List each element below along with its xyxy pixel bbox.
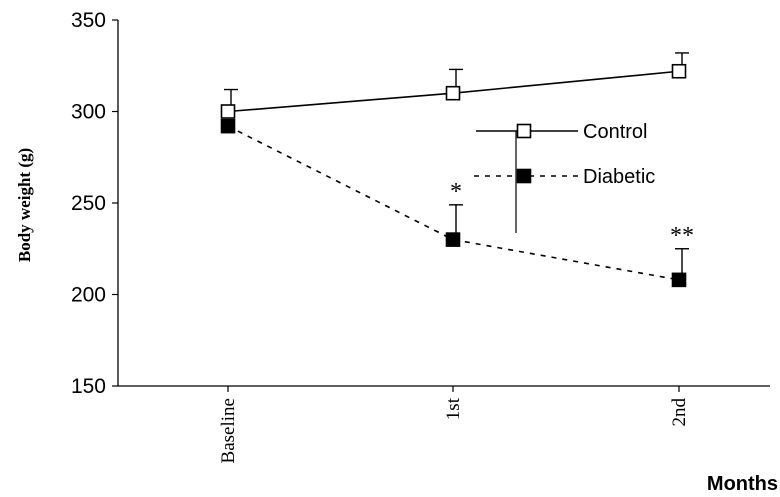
significance-annotation: ** [670,223,694,249]
y-tick-label: 150 [71,375,106,398]
y-tick-label: 250 [71,192,106,215]
legend: Control Diabetic [474,121,655,233]
x-category-labels: Baseline 1st 2nd [218,386,690,463]
y-tick-label: 300 [71,101,106,124]
data-point [671,63,687,79]
x-category-label: 2nd [669,398,690,427]
data-point [220,118,236,134]
data-point [220,104,236,119]
legend-item-diabetic: Diabetic [474,166,655,188]
legend-marker [516,168,532,184]
series-layer: *** [220,52,694,288]
y-axis-label: Body weight (g) [15,148,34,262]
x-category-label: Baseline [218,398,239,463]
legend-label: Diabetic [583,166,655,188]
data-point [671,272,687,288]
y-tick-label: 350 [71,9,106,32]
data-point [445,85,461,101]
series-diabetic: *** [220,118,694,288]
legend-marker [516,123,532,139]
x-axis-label: Months [707,473,778,495]
series-control [220,52,689,119]
significance-annotation: * [450,179,462,205]
y-tick-label: 200 [71,284,106,307]
legend-label: Control [583,121,647,143]
legend-item-control: Control [476,121,647,143]
x-category-label: 1st [443,397,464,420]
data-point [445,232,461,247]
y-tick-labels: 150 200 250 300 350 [71,9,118,398]
